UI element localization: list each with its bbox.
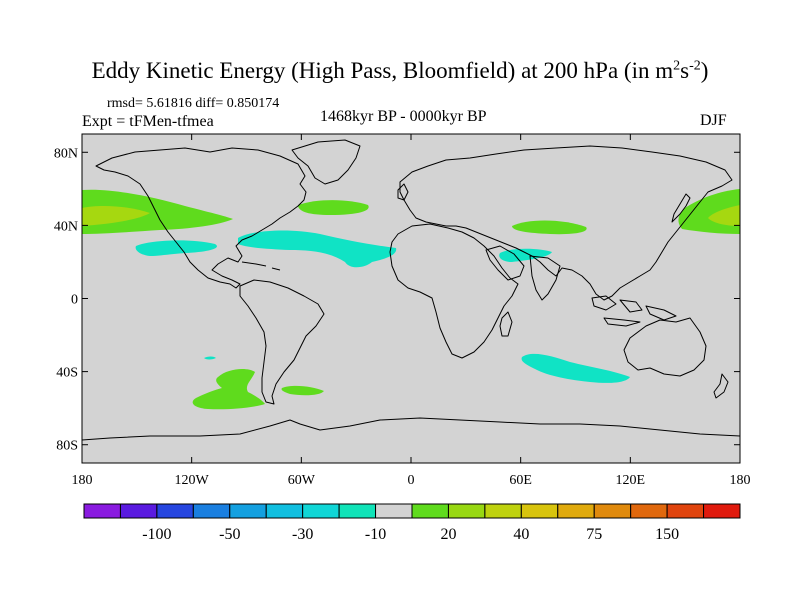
anomaly-east-pacific-cyan — [135, 240, 217, 256]
coast-north-america — [95, 147, 307, 289]
colorbar-label: 20 — [440, 526, 456, 543]
colorbar-swatch — [484, 503, 522, 519]
anomaly-middle-east-cyan — [499, 248, 552, 262]
colorbar-swatch — [375, 503, 413, 519]
colorbar-label: 150 — [655, 526, 679, 543]
lon-tick-label: 180 — [72, 473, 93, 488]
coastlines — [82, 139, 740, 441]
season-label: DJF — [700, 112, 727, 129]
colorbar-swatch — [119, 503, 158, 519]
colorbar-label: 75 — [586, 526, 602, 543]
lat-tick-label: 40N — [54, 219, 78, 234]
lat-tick-label: 80S — [56, 439, 78, 454]
lat-tick-label: 40S — [56, 366, 78, 381]
anomaly-atlantic-cyan — [238, 230, 397, 268]
coast-arabia — [485, 245, 525, 281]
colorbar-swatch — [192, 503, 231, 519]
anomaly-north-atlantic — [298, 200, 369, 215]
colorbar-swatch — [520, 503, 559, 519]
coast-australia — [623, 317, 707, 377]
coast-south-america — [239, 279, 325, 405]
lon-tick-label: 120W — [175, 473, 210, 488]
coast-india — [529, 255, 561, 301]
colorbar-swatch — [447, 503, 486, 519]
lon-tick-label: 60E — [509, 473, 532, 488]
anomaly-north-pacific-west-core — [82, 205, 150, 226]
colorbar-label: -100 — [142, 526, 171, 543]
anomaly-north-pacific-east-core — [708, 205, 740, 226]
colorbar-swatch — [265, 503, 304, 519]
lat-tick-label: 0 — [71, 293, 78, 308]
coast-africa — [389, 223, 519, 359]
longitude-axis: 180 120W 60W 0 60E 120E 180 — [72, 134, 751, 488]
coast-eurasia — [399, 145, 733, 301]
coast-japan — [671, 193, 691, 223]
anomaly-south-patch-cyan — [204, 356, 216, 360]
colorbar-swatch — [703, 503, 741, 519]
lat-tick-label: 80N — [54, 146, 78, 161]
colorbar-label: 40 — [513, 526, 529, 543]
lon-tick-label: 120E — [616, 473, 646, 488]
colorbar-swatch — [630, 503, 668, 519]
colorbar-label: -10 — [365, 526, 386, 543]
colorbar-swatch — [338, 503, 377, 519]
coast-se-asia — [591, 295, 677, 327]
coast-new-zealand — [713, 373, 729, 399]
anomaly-fill-layer — [82, 189, 740, 410]
experiment-label: Expt = tFMen-tfmea — [82, 113, 214, 130]
colorbar-swatch — [229, 503, 267, 519]
colorbar-swatch — [411, 503, 449, 519]
coast-madagascar — [499, 311, 513, 337]
colorbar-swatch — [593, 503, 632, 519]
coast-british-isles — [397, 183, 409, 201]
period-label: 1468kyr BP - 0000kyr BP — [320, 108, 487, 125]
map-background — [82, 134, 740, 463]
colorbar-label: -50 — [219, 526, 240, 543]
latitude-axis: 80N 40N 0 40S 80S — [54, 146, 740, 454]
map-title: Eddy Kinetic Energy (High Pass, Bloomfie… — [91, 58, 709, 83]
coast-antarctica — [82, 417, 740, 441]
anomaly-north-pacific-west — [82, 189, 233, 234]
anomaly-south-pacific-green — [192, 369, 265, 410]
anomaly-central-asia — [512, 220, 587, 235]
lon-tick-label: 0 — [408, 473, 415, 488]
anomaly-indian-ocean-cyan — [521, 353, 630, 383]
anomaly-south-atlantic-green — [281, 385, 324, 396]
colorbar-swatch — [557, 503, 595, 519]
coast-caribbean — [241, 261, 281, 271]
rmsd-diff-stats: rmsd= 5.61816 diff= 0.850174 — [107, 96, 280, 111]
colorbar-label: -30 — [292, 526, 313, 543]
colorbar-swatch — [666, 503, 705, 519]
colorbar-swatch — [83, 503, 121, 519]
lon-tick-label: 60W — [288, 473, 316, 488]
colorbar-swatch — [302, 503, 340, 519]
lon-tick-label: 180 — [730, 473, 751, 488]
colorbar: -100 -50 -30 -10 20 40 75 150 — [83, 503, 741, 543]
coast-greenland — [291, 139, 361, 185]
colorbar-swatch — [156, 503, 194, 519]
